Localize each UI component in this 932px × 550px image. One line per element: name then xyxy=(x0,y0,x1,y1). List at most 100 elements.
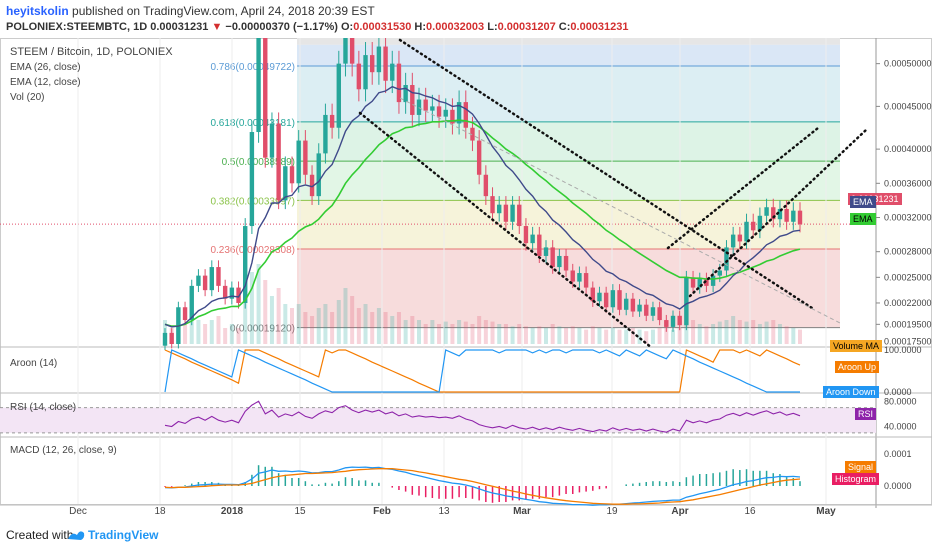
volume-bar xyxy=(330,312,335,344)
candle xyxy=(784,208,789,222)
volume-bar xyxy=(624,329,629,344)
trend-line-upper-down xyxy=(398,38,814,310)
volume-bar xyxy=(410,316,415,344)
candle xyxy=(497,204,502,214)
candle xyxy=(443,109,448,117)
candle xyxy=(603,292,609,308)
candle xyxy=(684,277,689,326)
volume-bar xyxy=(223,328,228,344)
candle xyxy=(216,267,221,286)
volume-bar xyxy=(630,328,635,344)
candle xyxy=(430,106,435,111)
volume-bar xyxy=(483,320,488,344)
volume-bar xyxy=(323,304,328,344)
volume-bar xyxy=(590,326,595,344)
volume-bar xyxy=(189,312,194,344)
candle xyxy=(456,102,462,124)
aroon-up-tag: Aroon Up xyxy=(835,361,880,373)
candle xyxy=(717,270,722,276)
candle xyxy=(791,210,796,222)
trend-line-upper-up xyxy=(666,126,820,250)
volume-bar xyxy=(443,321,448,344)
candle xyxy=(724,247,729,271)
candle xyxy=(363,55,368,90)
volume-bar xyxy=(263,280,268,344)
publish-text: published on TradingView.com, April 24, … xyxy=(72,4,375,18)
candle xyxy=(283,166,288,201)
candle xyxy=(557,255,562,268)
candle xyxy=(463,102,468,128)
chart-frame[interactable]: 0.786(0.00049722) 0.618(0.00043181) 0.5(0.… xyxy=(0,38,932,518)
candle xyxy=(483,174,489,197)
aroon-label: Aroon (14) xyxy=(10,358,58,369)
legend-ema26: EMA (26, close) xyxy=(10,62,81,73)
rsi-label: RSI (14, close) xyxy=(10,402,77,413)
volume-bar xyxy=(523,326,528,344)
low-value: 0.00031207 xyxy=(497,21,556,33)
candle xyxy=(450,109,455,124)
candle xyxy=(390,63,395,81)
author-link[interactable]: heyitskolin xyxy=(6,4,69,18)
candle xyxy=(329,114,335,128)
volume-bar xyxy=(236,328,241,344)
candle xyxy=(563,255,569,271)
candle xyxy=(704,279,709,286)
volume-bar xyxy=(677,328,682,344)
volume-bar xyxy=(604,329,609,344)
candle xyxy=(196,275,201,286)
candle xyxy=(744,221,749,242)
candle xyxy=(670,315,676,327)
tradingview-brand[interactable]: TradingView xyxy=(88,528,159,542)
volume-bar xyxy=(644,331,649,344)
candle xyxy=(550,247,555,268)
volume-bar xyxy=(196,320,201,344)
candle xyxy=(236,287,241,303)
volume-bar xyxy=(704,326,709,344)
price-tick-label: 0.00025000 xyxy=(884,272,932,282)
volume-bar xyxy=(490,321,495,344)
volume-bar xyxy=(316,308,321,344)
candle xyxy=(209,267,214,291)
volume-bar xyxy=(697,324,702,344)
candle xyxy=(650,307,656,316)
price-tick-label: 0.00045000 xyxy=(884,101,932,111)
volume-bar xyxy=(537,326,542,344)
candle xyxy=(356,63,362,90)
candle xyxy=(657,307,662,321)
volume-bar xyxy=(791,328,796,344)
candle xyxy=(637,304,642,312)
candle xyxy=(323,114,328,154)
candle xyxy=(543,247,549,256)
chart-header: heyitskolin published on TradingView.com… xyxy=(0,0,932,38)
trend-line-lower-up xyxy=(688,128,868,298)
volume-bar xyxy=(657,328,662,344)
volume-bar xyxy=(437,324,442,344)
candle xyxy=(757,215,763,231)
aroon-down-line xyxy=(164,349,800,393)
volume-bar xyxy=(617,329,622,344)
price-tick-label: 0.00019500 xyxy=(884,319,932,329)
volume-bar xyxy=(396,312,401,344)
volume-bar xyxy=(771,320,776,344)
volume-ma-tag: Volume MA xyxy=(830,340,883,352)
fib-level-label: 0.618(0.00043181) xyxy=(210,118,295,129)
tradingview-logo-icon xyxy=(68,531,85,540)
volume-bar xyxy=(664,326,669,344)
volume-bar xyxy=(717,321,722,344)
candle xyxy=(797,210,803,225)
volume-bar xyxy=(256,264,261,344)
volume-bar xyxy=(269,296,274,344)
ema12-line xyxy=(164,85,801,328)
rsi-tick-label: 80.0000 xyxy=(884,396,917,406)
fib-zone xyxy=(297,161,840,201)
change-down-icon: ▼ xyxy=(211,21,223,33)
candle xyxy=(697,279,702,288)
volume-bar xyxy=(276,288,281,344)
chart-canvas[interactable]: 0.786(0.00049722) 0.618(0.00043181) 0.5(0.… xyxy=(0,38,932,518)
volume-bar xyxy=(570,326,575,344)
low-label: L: xyxy=(487,21,498,33)
footer: Created with TradingView xyxy=(0,522,932,550)
candle xyxy=(349,38,355,64)
candle xyxy=(737,234,743,242)
fib-level-label: 0.236(0.00028308) xyxy=(210,245,295,256)
